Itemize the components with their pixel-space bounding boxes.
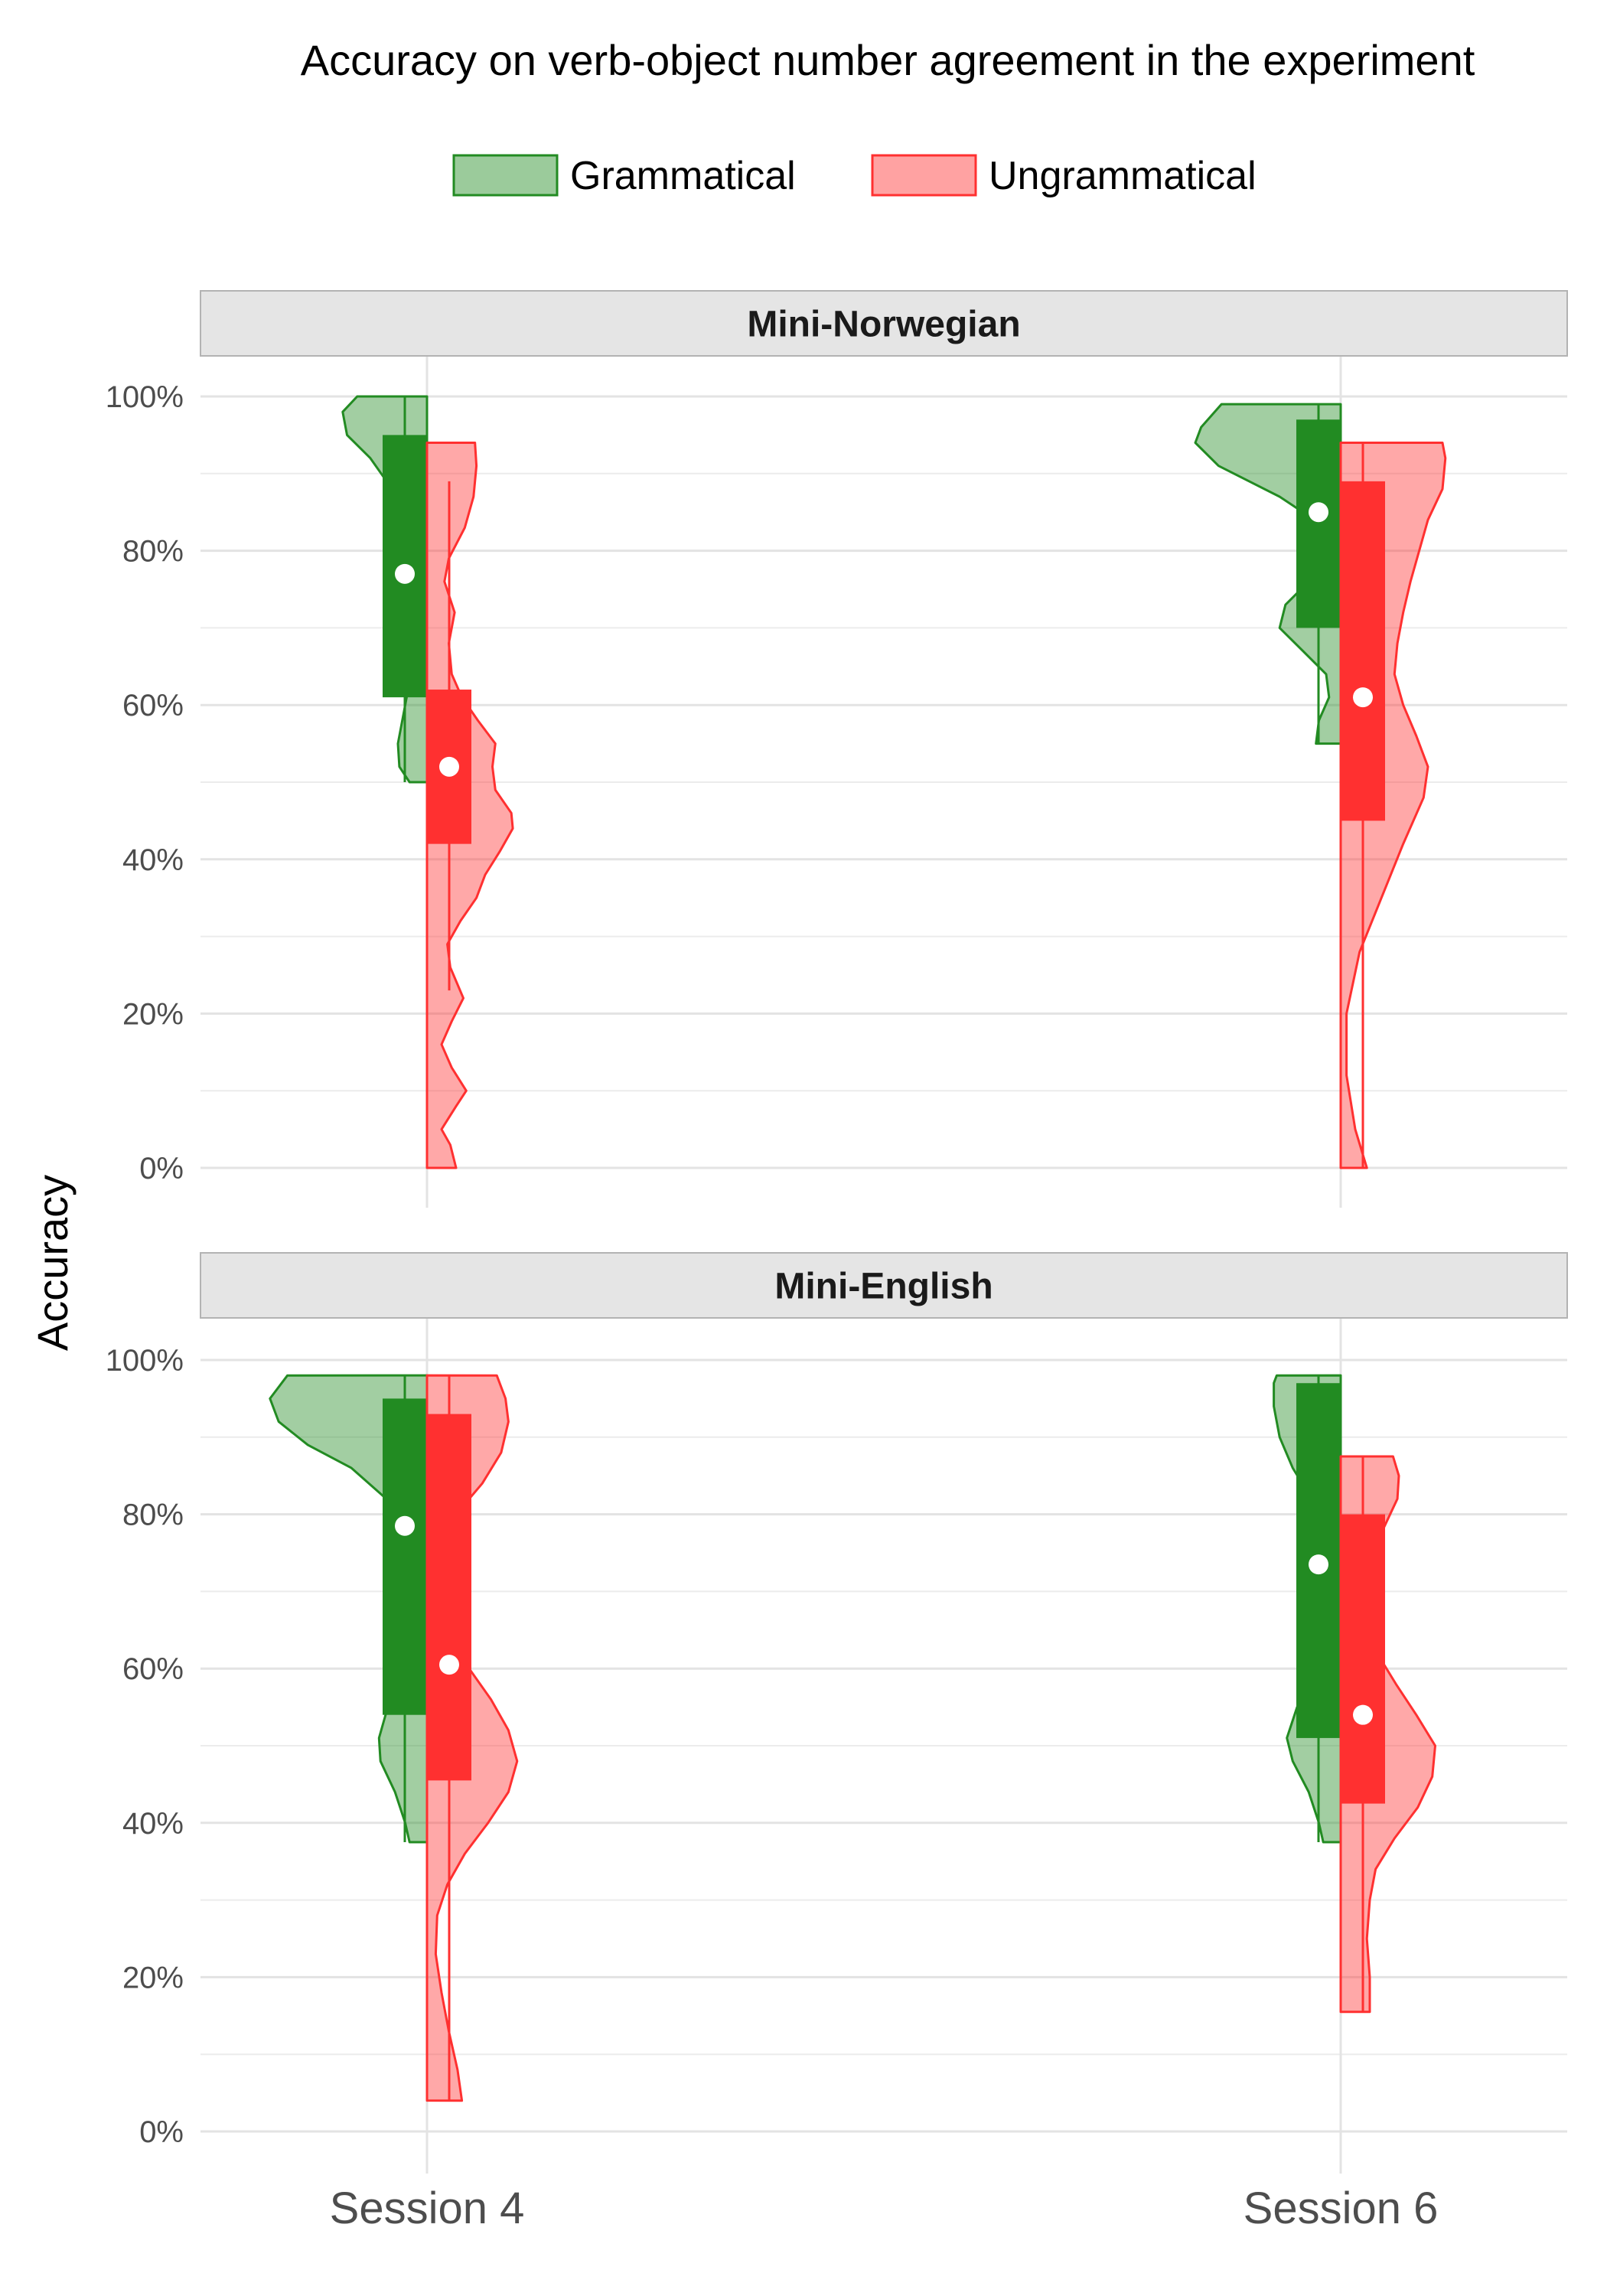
legend-key-grammatical bbox=[452, 154, 559, 197]
y-tick-label: 100% bbox=[106, 1344, 184, 1378]
box-iqr bbox=[383, 1398, 427, 1715]
y-axis-title: Accuracy bbox=[28, 1175, 77, 1351]
violin-group-session-4-grammatical bbox=[269, 1374, 429, 1844]
violin-half-ungrammatical bbox=[1339, 1455, 1436, 2014]
mean-point bbox=[1309, 502, 1328, 523]
mean-point bbox=[395, 563, 415, 584]
mean-point bbox=[1309, 1554, 1328, 1575]
violin-group-session-4-ungrammatical bbox=[425, 441, 514, 1169]
facet-strip bbox=[200, 290, 1568, 357]
y-tick-label: 40% bbox=[122, 843, 184, 877]
mean-point bbox=[1353, 687, 1373, 708]
legend-key-ungrammatical bbox=[871, 154, 977, 197]
legend-label-ungrammatical: Ungrammatical bbox=[989, 154, 1257, 198]
y-tick-label: 80% bbox=[122, 1499, 184, 1532]
y-tick-label: 80% bbox=[122, 535, 184, 569]
facet-strip-label: Mini-English bbox=[774, 1267, 993, 1307]
violin-group-session-4-grammatical bbox=[341, 395, 429, 784]
y-tick-label: 0% bbox=[139, 1152, 184, 1186]
y-tick-label: 40% bbox=[122, 1807, 184, 1841]
violin-group-session-6-ungrammatical bbox=[1339, 1455, 1436, 2014]
chart-title: Accuracy on verb-object number agreement… bbox=[301, 36, 1475, 84]
box-iqr bbox=[427, 1414, 471, 1781]
violin-half-ungrammatical bbox=[425, 1374, 519, 2102]
box-iqr bbox=[1341, 1514, 1385, 1804]
x-axis-labels: Session 4 Session 6 bbox=[330, 2183, 1439, 2233]
legend-label-grammatical: Grammatical bbox=[570, 154, 796, 198]
mean-point bbox=[1353, 1704, 1373, 1725]
y-tick-label: 20% bbox=[122, 997, 184, 1031]
y-tick-label: 60% bbox=[122, 1652, 184, 1686]
panel-mini-english: Mini-English 0% 20% 40% 60% 80% 100% bbox=[106, 1252, 1568, 2174]
mean-point bbox=[439, 1655, 459, 1675]
violin-group-session-6-grammatical bbox=[1273, 1374, 1342, 1844]
facet-strip bbox=[200, 1252, 1568, 1319]
panels: Mini-Norwegian0%20%40%60%80%100%Mini-Eng… bbox=[106, 290, 1568, 2174]
violin-group-session-4-ungrammatical bbox=[425, 1374, 519, 2102]
x-tick-label-session-4: Session 4 bbox=[330, 2183, 525, 2233]
box-iqr bbox=[1296, 419, 1341, 628]
box-iqr bbox=[1341, 481, 1385, 821]
y-tick-label: 0% bbox=[139, 2115, 184, 2149]
violin-group-session-6-ungrammatical bbox=[1339, 441, 1447, 1169]
legend: Grammatical Ungrammatical bbox=[452, 154, 1257, 198]
mean-point bbox=[439, 756, 459, 777]
violin-group-session-6-grammatical bbox=[1194, 403, 1342, 745]
x-tick-label-session-6: Session 6 bbox=[1244, 2183, 1439, 2233]
panel-mini-norwegian: Mini-Norwegian 0% 20% 40% 60% 80% 100% bbox=[106, 290, 1568, 1208]
mean-point bbox=[395, 1515, 415, 1536]
y-tick-label: 60% bbox=[122, 689, 184, 722]
y-tick-label: 100% bbox=[106, 380, 184, 414]
facet-strip-label: Mini-Norwegian bbox=[747, 305, 1020, 345]
y-tick-label: 20% bbox=[122, 1961, 184, 1994]
